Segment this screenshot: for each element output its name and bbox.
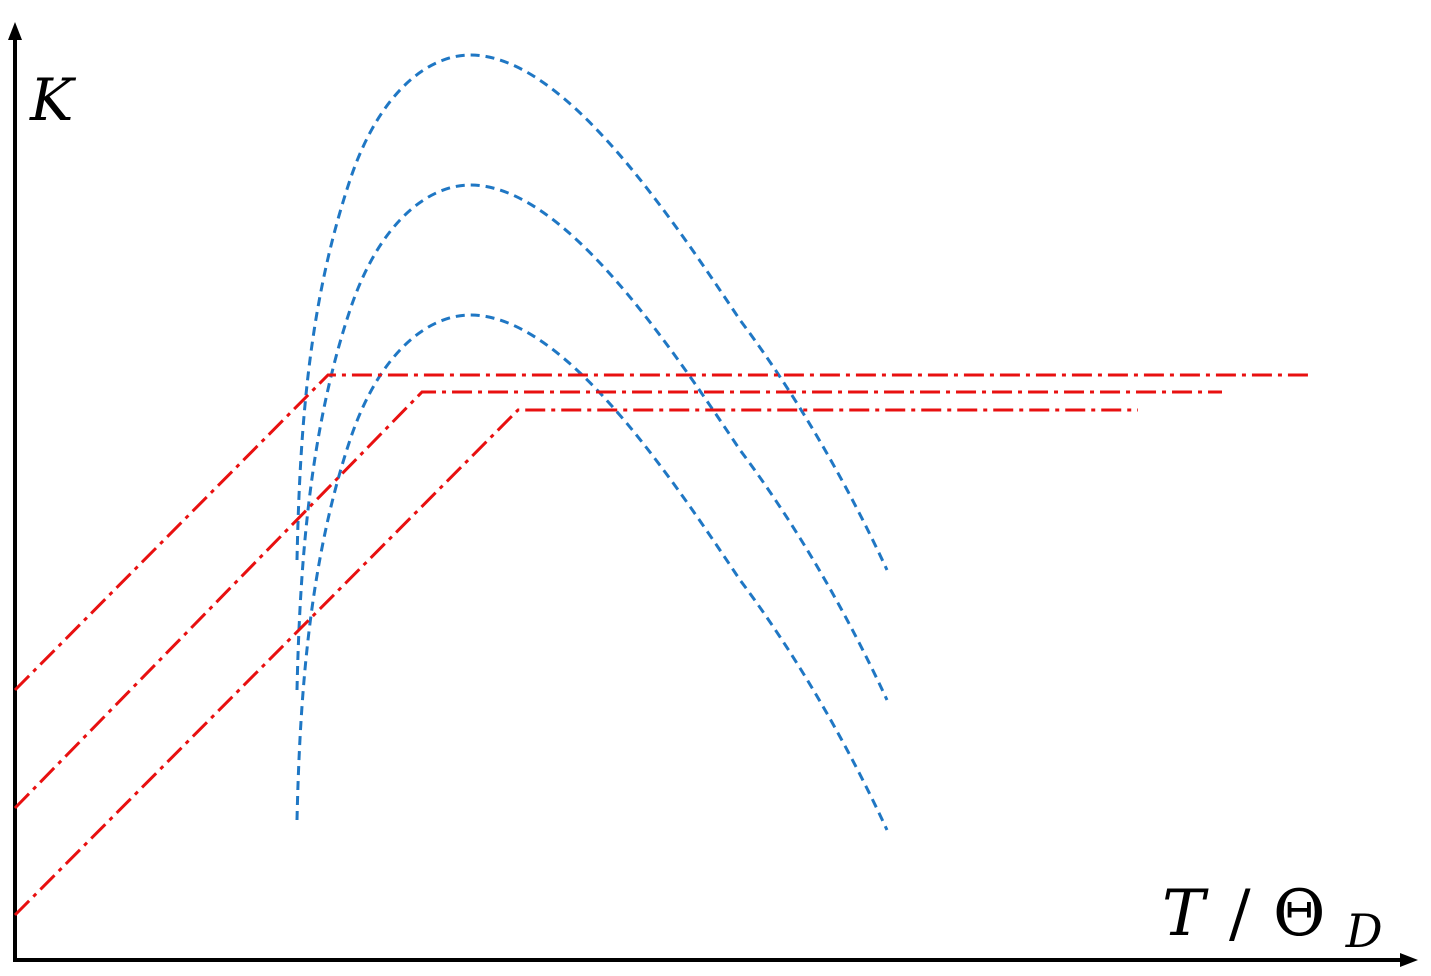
- dashdot-line-upper: [13, 373, 1310, 692]
- axes: [8, 22, 1418, 967]
- y-axis-arrow-icon: [8, 22, 22, 40]
- x-axis-arrow-icon: [1400, 953, 1418, 967]
- x-axis-label-slash: /: [1229, 877, 1251, 951]
- dashdot-line-lower: [13, 408, 1138, 917]
- x-axis-label: T / Θ D: [1162, 877, 1383, 958]
- x-axis-label-main: T: [1162, 877, 1209, 951]
- dashed-curve-middle: [295, 183, 889, 701]
- y-axis-label: K: [29, 66, 77, 134]
- dashed-curve-lower: [295, 313, 889, 831]
- x-axis-label-theta: Θ: [1273, 877, 1325, 951]
- dashed-curve-upper: [295, 53, 889, 571]
- dashdot-line-middle: [13, 390, 1222, 810]
- x-axis-label-subscript: D: [1345, 904, 1383, 958]
- dashed-curves: [295, 53, 889, 831]
- dashdot-lines: [13, 373, 1310, 917]
